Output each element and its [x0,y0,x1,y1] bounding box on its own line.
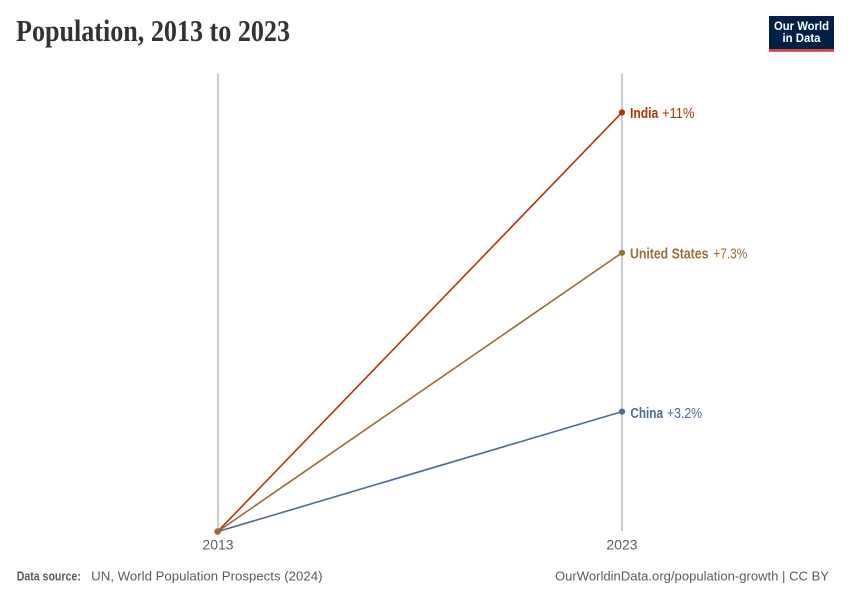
svg-text:UN, World Population Prospects: UN, World Population Prospects (2024) [91,569,322,584]
svg-text:India: India [630,106,659,122]
svg-text:in Data: in Data [783,33,822,45]
svg-text:+11%: +11% [662,106,695,122]
svg-text:Our World: Our World [774,21,829,33]
svg-text:China: China [630,406,663,422]
svg-text:Data source:: Data source: [17,570,81,584]
svg-text:Population, 2013 to 2023: Population, 2013 to 2023 [16,13,290,48]
svg-text:United States: United States [630,247,708,263]
svg-text:+7.3%: +7.3% [713,247,747,263]
svg-text:OurWorldinData.org/population-: OurWorldinData.org/population-growth | C… [555,569,829,584]
svg-text:2013: 2013 [202,537,233,553]
svg-text:+3.2%: +3.2% [667,406,702,422]
svg-text:2023: 2023 [606,537,637,553]
